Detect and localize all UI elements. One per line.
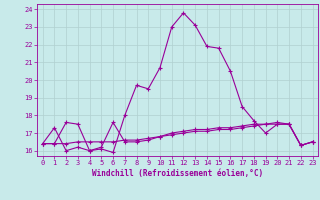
X-axis label: Windchill (Refroidissement éolien,°C): Windchill (Refroidissement éolien,°C) <box>92 169 263 178</box>
